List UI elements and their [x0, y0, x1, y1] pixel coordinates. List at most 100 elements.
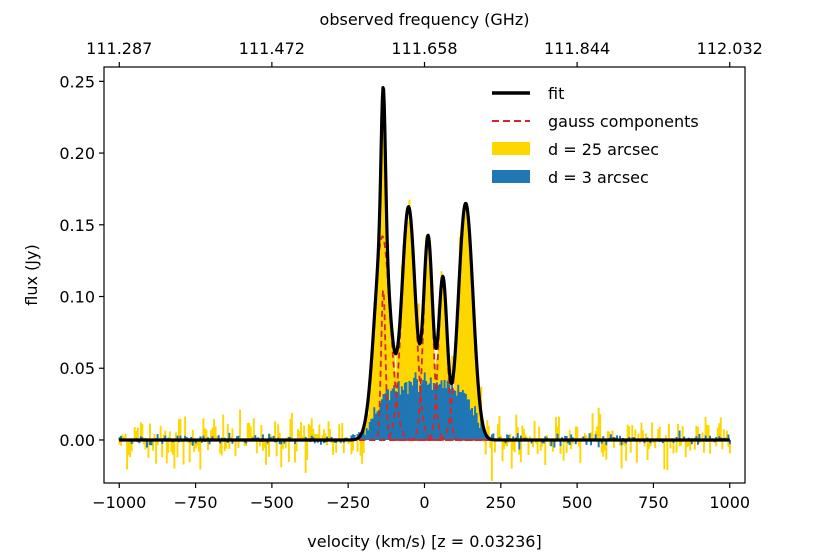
- bar-d3: [464, 394, 467, 440]
- bar-d25: [403, 230, 406, 440]
- bar-d25: [635, 439, 638, 463]
- bar-d25: [321, 435, 324, 440]
- bar-d25: [678, 439, 681, 447]
- bar-d25: [556, 426, 559, 440]
- bar-d25: [411, 241, 414, 440]
- bar-d25: [170, 439, 173, 452]
- legend: fit gauss components d = 25 arcsec d = 3…: [492, 84, 699, 187]
- bar-d25: [153, 433, 156, 440]
- bar-d3: [605, 439, 608, 446]
- bar-d25: [646, 439, 649, 461]
- bar-d3: [145, 439, 148, 448]
- bar-d25: [634, 429, 637, 440]
- bar-d25: [689, 439, 692, 451]
- bar-d25: [626, 424, 629, 440]
- top-tick-label: 111.472: [239, 39, 305, 58]
- bar-d3: [530, 439, 533, 444]
- bar-d25: [471, 283, 473, 440]
- bar-d25: [118, 439, 121, 445]
- bar-d3: [374, 413, 377, 440]
- bar-d25: [214, 426, 217, 440]
- bar-d25: [428, 243, 431, 440]
- bar-d25: [475, 360, 478, 440]
- bar-d25: [672, 439, 675, 454]
- bar-d25: [307, 423, 310, 440]
- bar-d25: [127, 439, 130, 456]
- top-axis-title: observed frequency (GHz): [320, 10, 530, 29]
- bar-d25: [716, 427, 719, 440]
- bar-d25: [693, 439, 696, 450]
- bar-d25: [706, 424, 709, 440]
- bar-d25: [474, 329, 477, 440]
- bar-d25: [237, 439, 240, 449]
- bar-d25: [121, 434, 124, 440]
- bar-d25: [176, 439, 179, 458]
- bar-d3: [435, 382, 438, 440]
- bar-d3: [368, 422, 371, 440]
- bar-d25: [728, 439, 731, 454]
- bar-d25: [126, 439, 129, 470]
- axis-ticks: −1000 −750 −500 −250 0 250 500 750 1000 0.00 0.05 0…: [59, 39, 762, 512]
- bar-d25: [719, 417, 722, 440]
- bar-d25: [696, 426, 699, 440]
- legend-d25-label: d = 25 arcsec: [548, 140, 659, 159]
- bar-d25: [612, 439, 615, 448]
- bar-d25: [625, 439, 628, 462]
- bar-d25: [376, 274, 379, 440]
- bar-d25: [225, 439, 228, 449]
- bar-d3: [208, 439, 211, 445]
- bar-d3: [283, 439, 286, 444]
- bar-d25: [312, 428, 315, 440]
- bar-d3: [199, 436, 202, 440]
- bar-d25: [458, 236, 461, 440]
- bar-d25: [368, 378, 371, 440]
- bar-d25: [477, 377, 480, 440]
- bar-d25: [326, 439, 328, 446]
- bar-d25: [222, 414, 225, 440]
- bar-d25: [440, 271, 443, 440]
- bar-d3: [516, 433, 519, 440]
- fit-line: [118, 86, 731, 442]
- bar-d3: [457, 384, 460, 440]
- bar-d3: [350, 435, 353, 440]
- bar-d25: [695, 425, 698, 440]
- bar-d3: [403, 383, 406, 440]
- bar-d25: [565, 439, 568, 453]
- bar-d25: [645, 433, 647, 440]
- bar-d3: [384, 393, 386, 440]
- bar-d3: [718, 436, 721, 440]
- top-tick-label: 111.287: [86, 39, 152, 58]
- bar-d3: [425, 381, 428, 440]
- bar-d3: [179, 435, 182, 440]
- bar-d25: [196, 439, 199, 446]
- bar-d3: [191, 439, 194, 446]
- bar-d25: [416, 317, 419, 440]
- bar-d25: [522, 428, 525, 440]
- bar-d25: [211, 427, 214, 440]
- bar-d3: [390, 390, 393, 440]
- bar-d25: [663, 439, 666, 470]
- bar-d3: [428, 383, 431, 440]
- bar-d25: [278, 432, 281, 440]
- bar-d25: [503, 439, 506, 450]
- bar-d25: [303, 425, 306, 440]
- bar-d25: [402, 244, 405, 440]
- bar-d25: [400, 265, 403, 440]
- bar-d25: [413, 258, 415, 440]
- bar-d3: [728, 439, 731, 445]
- bar-d25: [287, 439, 290, 463]
- bar-d25: [620, 439, 623, 469]
- bar-d3: [475, 412, 478, 440]
- bar-d25: [178, 419, 180, 440]
- bar-d25: [638, 439, 641, 444]
- axes-frame: [103, 66, 746, 484]
- bar-d25: [129, 439, 132, 458]
- bar-d3: [507, 435, 510, 440]
- bar-d3: [588, 433, 591, 440]
- bar-d3: [683, 436, 686, 440]
- bar-d3: [381, 399, 383, 440]
- bar-d3: [518, 439, 521, 450]
- bar-d25: [583, 433, 586, 440]
- bar-d3: [585, 439, 588, 445]
- legend-d3-swatch: [492, 170, 530, 183]
